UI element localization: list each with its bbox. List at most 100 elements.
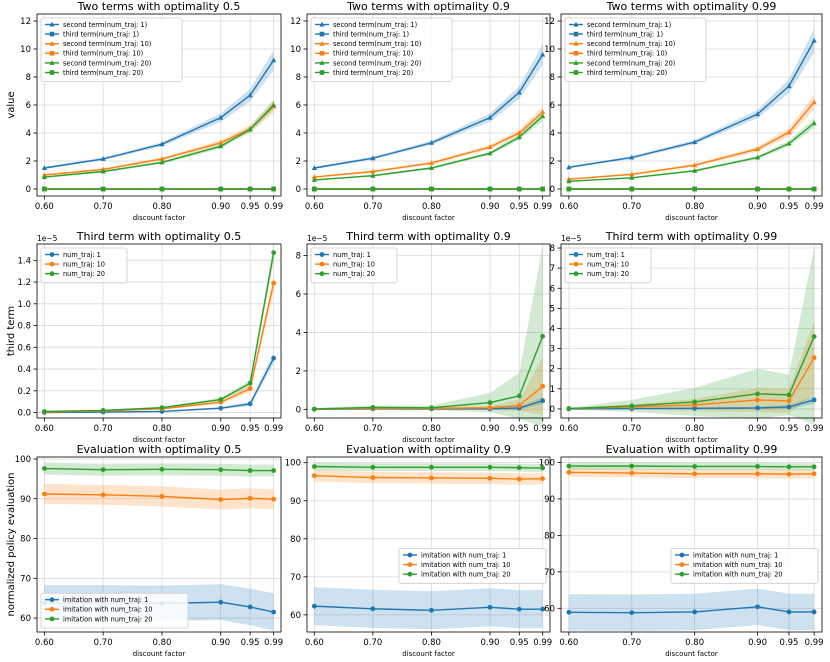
legend: second term(num_traj: 1) third term(num_t… <box>564 17 707 82</box>
confidence-band <box>314 111 543 181</box>
legend: imitation with num_traj: 1 imitation with… <box>398 548 547 584</box>
data-point <box>41 491 47 497</box>
data-point <box>159 186 165 192</box>
y-tick-label: 8 <box>550 73 555 83</box>
data-point <box>811 186 817 192</box>
data-point <box>516 393 522 399</box>
data-point <box>247 401 253 407</box>
data-point <box>247 92 253 98</box>
x-tick-label: 0.70 <box>363 638 382 648</box>
legend-marker <box>319 252 325 257</box>
data-point <box>755 604 760 610</box>
data-point <box>218 497 224 502</box>
legend-marker <box>319 40 325 46</box>
legend-marker <box>407 552 413 558</box>
x-tick-label: 0.99 <box>264 638 283 648</box>
y-tick-label: 6 <box>296 290 301 300</box>
y-tick-label: 60 <box>544 604 555 614</box>
legend-box <box>564 17 707 82</box>
y-tick-label: 80 <box>20 535 31 545</box>
legend-marker <box>49 597 55 603</box>
legend-box <box>310 17 453 82</box>
x-axis-label: discount factor <box>133 214 186 222</box>
x-tick-label: 0.95 <box>241 424 260 434</box>
confidence-band <box>568 321 815 413</box>
y-tick-label: 0 <box>550 185 555 195</box>
series-line <box>314 385 544 410</box>
y-tick-label: 6 <box>26 101 31 111</box>
y-tick-label: 0.8 <box>17 322 31 332</box>
data-point <box>247 380 253 386</box>
data-point <box>540 383 546 389</box>
legend-marker <box>49 60 55 65</box>
data-point <box>487 150 493 156</box>
data-point <box>540 476 546 482</box>
x-tick-label: 0.90 <box>211 424 230 434</box>
y-tick-label: 60 <box>290 611 301 621</box>
data-point <box>370 168 376 174</box>
x-tick-label: 0.95 <box>780 638 799 648</box>
y-scale-label: 1e−5 <box>561 234 582 243</box>
x-tick-label: 0.90 <box>211 202 230 212</box>
data-point <box>811 471 817 477</box>
legend-label: third term(num_traj: 10) <box>333 50 413 58</box>
data-point <box>540 333 546 339</box>
x-tick-label: 0.60 <box>559 638 578 648</box>
legend-marker <box>49 606 55 612</box>
x-tick-label: 0.90 <box>481 424 500 434</box>
x-tick-label: 0.99 <box>805 424 824 434</box>
data-point <box>516 89 522 95</box>
series-line <box>44 467 274 472</box>
legend-label: third term(num_traj: 1) <box>63 31 139 39</box>
legend-label: imitation with num_traj: 10 <box>63 606 152 614</box>
y-tick-label: 2 <box>296 157 301 167</box>
data-point <box>786 464 792 470</box>
data-point <box>692 609 698 615</box>
chart-title: Two terms with optimality 0.99 <box>606 0 777 13</box>
series-line <box>568 606 815 614</box>
y-tick-label: 90 <box>290 497 301 507</box>
x-tick-label: 0.80 <box>422 424 441 434</box>
x-tick-label: 0.90 <box>748 638 767 648</box>
series-line <box>314 474 543 480</box>
y-tick-label: 0.2 <box>17 387 31 397</box>
legend-marker <box>319 60 325 65</box>
chart-title: Evaluation with optimality 0.9 <box>346 443 511 456</box>
data-point <box>540 186 545 192</box>
legend-box <box>670 548 819 584</box>
data-point <box>247 386 253 392</box>
data-point <box>41 466 47 471</box>
legend-label: second term(num_traj: 1) <box>587 21 671 29</box>
data-point <box>370 155 376 161</box>
data-point <box>755 186 760 192</box>
legend-box <box>398 548 547 584</box>
series-line <box>568 336 815 410</box>
data-point <box>271 355 277 361</box>
x-axis-label: discount factor <box>665 650 718 658</box>
data-point <box>786 398 792 404</box>
legend-marker <box>49 252 55 257</box>
x-tick-label: 0.70 <box>363 202 382 212</box>
chart-title: Evaluation with optimality 0.99 <box>606 443 778 456</box>
legend-label: num_traj: 1 <box>587 251 625 259</box>
data-point <box>247 468 253 473</box>
legend: second term(num_traj: 1) third term(num_t… <box>310 17 453 82</box>
data-point <box>629 610 635 616</box>
data-point <box>566 186 572 192</box>
legend-label: third term(num_traj: 1) <box>587 31 663 39</box>
legend-marker <box>573 40 579 46</box>
x-tick-label: 0.70 <box>94 424 113 434</box>
legend-marker <box>319 51 325 56</box>
data-point <box>370 172 376 178</box>
y-tick-label: 1.0 <box>17 300 31 310</box>
y-tick-label: 10 <box>20 45 31 55</box>
data-point <box>429 475 434 481</box>
legend-marker <box>49 31 55 37</box>
y-tick-label: 100 <box>285 459 301 469</box>
data-point <box>487 464 493 470</box>
y-tick-label: 7 <box>550 264 555 274</box>
data-point <box>487 604 493 610</box>
y-tick-label: 0 <box>26 185 31 195</box>
y-tick-label: 70 <box>20 574 31 584</box>
